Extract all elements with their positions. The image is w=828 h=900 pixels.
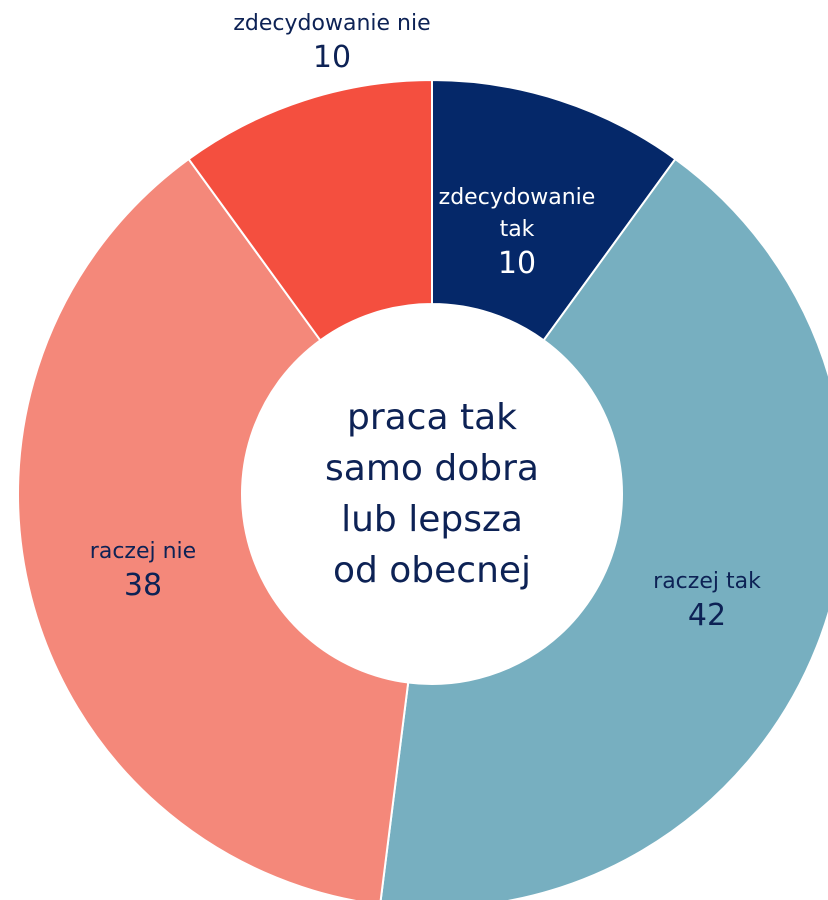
center-line: lub lepsza (341, 499, 523, 540)
segment-label: raczej tak 42 (577, 566, 828, 634)
segment (379, 157, 828, 900)
category-name: raczej nie (89, 539, 197, 564)
value-label: 10 (312, 39, 352, 75)
segment-label: raczej nie 38 (13, 536, 273, 604)
segment (17, 157, 410, 900)
category-name: raczej tak (653, 569, 761, 594)
category-name: zdecydowanie tak (438, 185, 596, 242)
segment-label: zdecydowanie tak 10 (427, 182, 607, 282)
center-line: praca tak (346, 397, 518, 438)
segment (431, 78, 677, 342)
value-label: 10 (497, 245, 537, 281)
center-line: od obecnej (332, 550, 532, 591)
segment (187, 78, 433, 342)
center-label: praca tak samo dobra lub lepsza od obecnej (282, 392, 582, 596)
center-line: samo dobra (325, 448, 539, 489)
category-name: zdecydowanie nie (233, 11, 431, 36)
value-label: 42 (687, 597, 727, 633)
segment-label: zdecydowanie nie 10 (182, 8, 482, 76)
value-label: 38 (123, 567, 163, 603)
